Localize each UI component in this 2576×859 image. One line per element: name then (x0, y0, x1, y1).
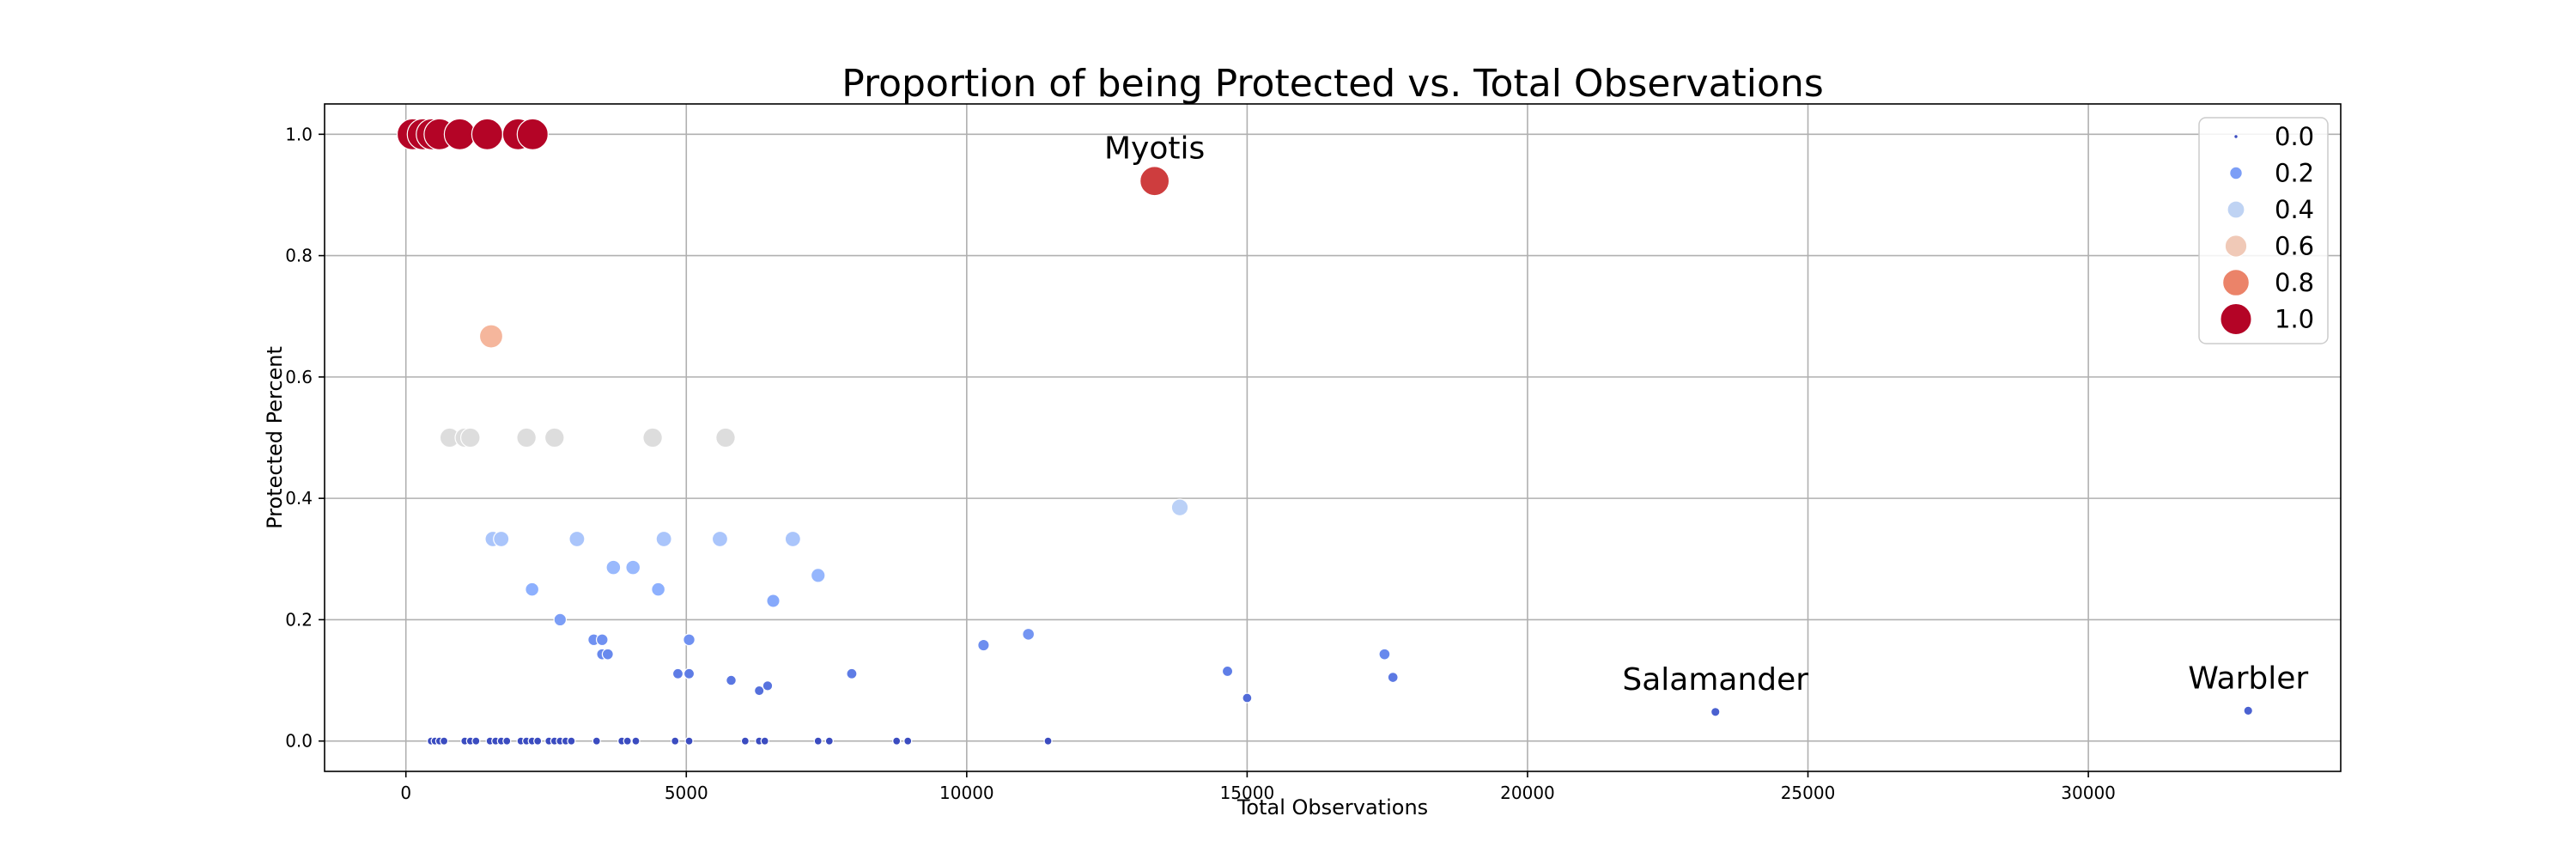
legend-marker (2227, 200, 2245, 219)
data-point (525, 582, 540, 597)
legend-label: 0.8 (2275, 268, 2314, 297)
annotation-label: Warbler (2188, 661, 2308, 696)
legend-label: 0.0 (2275, 122, 2314, 151)
x-tick-label: 0 (400, 783, 411, 803)
data-point (726, 674, 737, 686)
data-point (516, 427, 537, 448)
data-point (715, 427, 736, 448)
data-point (711, 530, 729, 548)
data-point (493, 530, 510, 548)
x-tick-label: 30000 (2061, 783, 2116, 803)
data-point (810, 568, 826, 583)
data-point (544, 427, 565, 448)
data-point (683, 667, 696, 679)
data-point (762, 680, 774, 691)
data-point (683, 633, 696, 647)
legend-marker (2229, 166, 2243, 180)
y-tick-label: 0.6 (285, 367, 313, 387)
annotations: Myotis Salamander Warbler (1104, 131, 2308, 698)
legend-marker (2224, 235, 2248, 258)
y-axis-label: Protected Percent (263, 346, 287, 529)
data-point (595, 633, 609, 647)
axis-ticks: 0 5000 10000 15000 20000 25000 30000 0.0 0.2 0.4 0… (285, 124, 2116, 803)
data-point (655, 530, 672, 548)
data-point (766, 594, 781, 608)
data-point (553, 612, 568, 627)
legend-entries: 0.0 0.2 0.4 0.6 0.8 1.0 (2220, 122, 2314, 335)
x-tick-label: 20000 (1500, 783, 1555, 803)
data-point (443, 118, 477, 150)
data-point (1378, 648, 1391, 661)
annotation-label: Myotis (1104, 131, 1205, 167)
data-point (903, 736, 913, 746)
data-point (605, 559, 622, 576)
data-point (478, 324, 504, 349)
legend: 0.0 0.2 0.4 0.6 0.8 1.0 (2198, 117, 2329, 344)
data-point (1242, 692, 1253, 704)
data-point (440, 736, 449, 746)
data-point (784, 530, 801, 548)
data-point (533, 736, 543, 746)
data-point (671, 667, 684, 679)
data-point (1710, 707, 1721, 717)
x-tick-label: 15000 (1220, 783, 1275, 803)
x-tick-label: 25000 (1781, 783, 1836, 803)
legend-label: 0.6 (2275, 232, 2314, 261)
data-point (892, 736, 902, 746)
data-point (642, 427, 663, 448)
data-point (568, 530, 586, 548)
chart-title: Proportion of being Protected vs. Total … (841, 62, 1824, 106)
legend-label: 0.4 (2275, 195, 2314, 224)
data-point (753, 685, 765, 697)
y-tick-label: 1.0 (285, 124, 313, 144)
data-point (813, 736, 823, 746)
data-point (601, 648, 614, 661)
x-tick-label: 5000 (665, 783, 708, 803)
data-point (846, 667, 858, 679)
legend-marker (2220, 303, 2252, 335)
data-point (1022, 627, 1036, 641)
data-point (740, 736, 750, 746)
y-tick-label: 0.2 (285, 609, 313, 630)
annotation-label: Salamander (1622, 662, 1808, 698)
legend-marker (2222, 269, 2250, 296)
data-point (1387, 671, 1399, 684)
data-point (623, 736, 632, 746)
data-point (516, 118, 549, 150)
data-point (471, 736, 481, 746)
data-point (471, 118, 504, 150)
data-point (567, 736, 576, 746)
y-tick-label: 0.4 (285, 488, 313, 509)
legend-label: 0.2 (2275, 159, 2314, 188)
data-point (684, 736, 694, 746)
y-tick-label: 0.0 (285, 731, 313, 752)
data-point (977, 638, 990, 652)
data-point (459, 427, 481, 448)
data-point (1043, 736, 1053, 746)
data-point (824, 736, 834, 746)
data-point (2243, 705, 2254, 716)
data-point (1221, 665, 1234, 678)
y-tick-label: 0.8 (285, 246, 313, 266)
data-point (651, 582, 666, 597)
x-tick-label: 10000 (939, 783, 994, 803)
x-axis-label: Total Observations (1236, 795, 1428, 819)
legend-label: 1.0 (2275, 305, 2314, 334)
data-point (760, 736, 769, 746)
plot-frame (324, 103, 2342, 772)
data-points (396, 118, 2254, 746)
data-point (592, 736, 601, 746)
data-point (671, 736, 680, 746)
data-point (502, 736, 512, 746)
legend-marker (2233, 134, 2239, 139)
data-point (625, 559, 641, 576)
data-point (1170, 498, 1189, 517)
data-point (631, 736, 641, 746)
data-point (1139, 166, 1170, 197)
grid (325, 104, 2341, 771)
